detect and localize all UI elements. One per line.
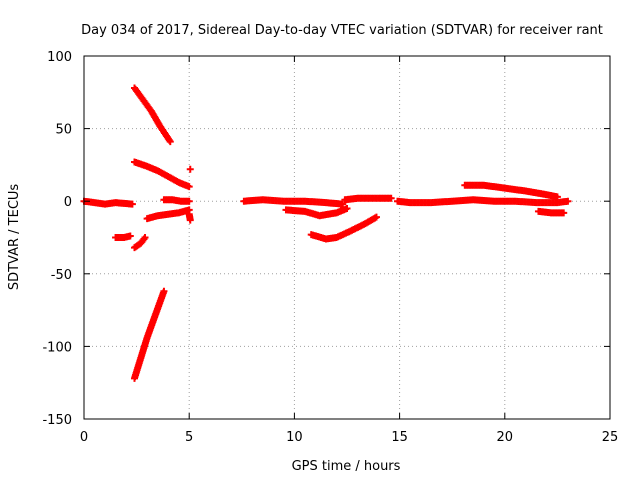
x-tick-label: 25 xyxy=(602,430,619,445)
y-tick-label: 100 xyxy=(47,50,72,65)
data-point xyxy=(553,193,561,201)
x-tick-label: 5 xyxy=(185,430,193,445)
data-point xyxy=(339,200,347,208)
data-point xyxy=(564,197,572,205)
data-point xyxy=(343,204,351,212)
data-point xyxy=(186,216,194,224)
data-point xyxy=(185,197,193,205)
data-point xyxy=(166,138,174,146)
y-tick-label: -50 xyxy=(51,268,72,283)
data-point xyxy=(128,200,136,208)
data-point xyxy=(160,287,168,295)
data-point xyxy=(372,213,380,221)
data-point xyxy=(186,165,194,173)
y-tick-label: 50 xyxy=(55,123,72,138)
data-point xyxy=(126,232,134,240)
x-tick-label: 10 xyxy=(286,430,303,445)
y-tick-label: -100 xyxy=(42,340,72,355)
x-tick-label: 15 xyxy=(391,430,408,445)
data-point xyxy=(185,183,193,191)
x-tick-label: 0 xyxy=(80,430,88,445)
axis-ticks: 0 5 10 15 20 25 -150 -100 -50 0 50 100 xyxy=(42,50,618,445)
y-axis-label: SDTVAR / TECUs xyxy=(7,184,22,291)
plot-frame xyxy=(83,55,611,420)
data-point xyxy=(141,234,149,241)
data-point xyxy=(387,194,395,202)
y-tick-label: -150 xyxy=(42,413,72,428)
data-points xyxy=(80,84,572,382)
data-point xyxy=(560,209,568,217)
x-tick-label: 20 xyxy=(497,430,514,445)
gridlines xyxy=(84,56,610,419)
chart-title: Day 034 of 2017, Sidereal Day-to-day VTE… xyxy=(81,23,603,38)
x-axis-label: GPS time / hours xyxy=(292,459,401,474)
y-tick-label: 0 xyxy=(64,195,72,210)
